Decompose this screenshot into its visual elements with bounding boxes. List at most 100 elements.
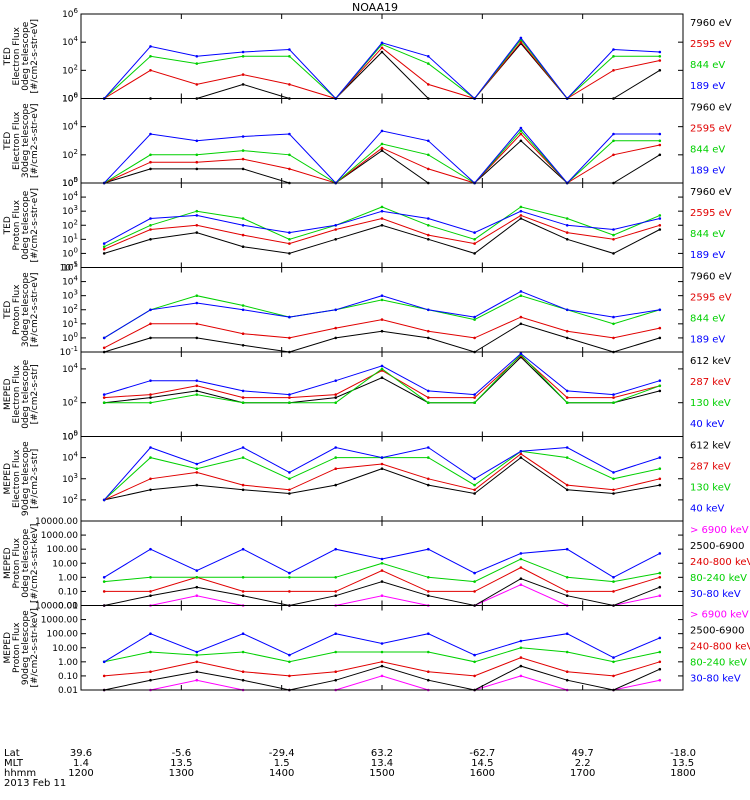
panel-7-series-5-point xyxy=(380,557,384,561)
panel-3-ylabel-3: 0deg telescope xyxy=(21,190,31,260)
panel-7-series-4-point xyxy=(473,580,476,583)
panel-4-series-4-point xyxy=(427,308,430,312)
panel-4-ytick-label: 103 xyxy=(62,289,78,302)
panel-3-ytick-label: 102 xyxy=(62,218,78,231)
panel-7-legend-3: 240-800 keV xyxy=(690,557,750,568)
x-mlt-label: 2.2 xyxy=(575,758,591,769)
panel-4-series-2-point xyxy=(519,315,523,319)
panel-8-series-5-point xyxy=(658,636,662,640)
panel-8-series-5-point xyxy=(519,639,523,643)
x-lat-label: 39.6 xyxy=(70,748,92,759)
panel-4-ylabel-3: 30deg telescope xyxy=(21,272,31,347)
panel-3-series-1-point xyxy=(565,238,569,241)
panel-8-series-2-point xyxy=(519,664,523,668)
panel-5-series-2-point xyxy=(149,393,152,396)
panel-8-series-3-point xyxy=(519,656,523,659)
panel-8-series-1-point xyxy=(658,678,662,682)
panel-3-series-4-point xyxy=(102,242,106,245)
panel-2-ylabel-2: Electron Flux xyxy=(12,111,22,170)
panel-7-series-4-point xyxy=(195,576,199,579)
panel-8-series-4-point xyxy=(473,660,476,664)
panel-1-series-4-point xyxy=(288,48,291,51)
panel-7-ytick-label: 100.00 xyxy=(47,545,79,555)
panel-3-series-1-point xyxy=(102,252,106,255)
panel-5-series-4-point xyxy=(658,379,662,383)
panel-8-series-3-point xyxy=(565,670,569,673)
panel-1-series-3-point xyxy=(149,55,152,58)
panel-8: 0.01 0.10 1.00 10.00 100.00 1000.00 10000.00 ME… xyxy=(3,602,750,697)
panel-7-series-4-point xyxy=(288,576,291,579)
panel-7-series-3-point xyxy=(334,590,338,593)
x-hhmm-label: 1300 xyxy=(169,768,194,779)
panel-3-ytick-label: 100 xyxy=(62,246,78,259)
panel-6-series-2-point xyxy=(565,483,569,487)
panel-5-ylabel-2: Electron Flux xyxy=(12,364,22,423)
x-hhmm-label: 1400 xyxy=(269,768,294,779)
panel-7-series-5-point xyxy=(288,571,291,575)
panel-8-series-3-point xyxy=(149,670,152,673)
panel-8-legend-4: 80-240 keV xyxy=(690,658,747,669)
panel-2-ylabel-1: TED xyxy=(3,132,13,151)
panel-4-series-4-point xyxy=(473,315,476,319)
panel-2-series-3-point xyxy=(149,153,152,157)
panel-8-ylabel-2: Proton Flux xyxy=(12,622,22,673)
panel-3-series-1-point xyxy=(195,231,199,234)
panel-6-series-1-point xyxy=(612,492,615,495)
panel-5-legend-4: 40 keV xyxy=(690,419,724,430)
panel-1-series-2-point xyxy=(658,59,662,62)
panel-6-series-4-point xyxy=(334,446,338,449)
panel-2-series-4-point xyxy=(241,135,245,138)
panel-2-frame xyxy=(80,98,684,184)
x-mlt-label: 1.4 xyxy=(73,758,89,769)
x-mlt-label: 14.5 xyxy=(471,758,493,769)
panel-5-series-3-point xyxy=(241,401,245,405)
panel-7-ytick-label: 1000.00 xyxy=(41,531,78,541)
panel-2-series-3-point xyxy=(658,139,662,143)
panel-7-series-4-point xyxy=(241,576,245,579)
panel-3-series-1-point xyxy=(519,217,523,220)
panel-3-series-3 xyxy=(103,206,660,248)
panel-5-series-1-point xyxy=(149,396,152,399)
panel-3-series-2-point xyxy=(195,224,199,227)
panel-6-series-3-point xyxy=(288,477,291,481)
panel-2-series-1-point xyxy=(658,153,662,157)
panel-3-ytick-label: 103 xyxy=(62,204,78,217)
panel-3-series-2-point xyxy=(658,224,662,227)
panel-6-series-2-point xyxy=(380,462,384,466)
panel-7-series-2-point xyxy=(427,594,430,597)
panel-8-series-5-point xyxy=(334,632,338,635)
panel-4-series-2-point xyxy=(380,318,384,321)
panel-2-series-4-point xyxy=(149,132,152,136)
panel-4-series-2-point xyxy=(427,329,430,333)
panel-5-series-4-point xyxy=(149,379,152,383)
panel-2-series-2-point xyxy=(658,143,662,147)
panel-7-legend-2: 2500-6900 xyxy=(690,541,745,552)
panel-3-series-1 xyxy=(104,217,661,254)
panel-2-series-2-point xyxy=(427,167,430,171)
panel-5-series-1-point xyxy=(334,396,338,399)
panel-8-series-4-point xyxy=(334,650,338,654)
panel-7-ytick-label: 0.01 xyxy=(58,602,78,612)
panel-1-frame xyxy=(80,13,684,99)
panel-3-series-3-point xyxy=(149,224,152,227)
panel-8-series-1-point xyxy=(519,674,523,678)
panel-1-ytick-label: 102 xyxy=(62,63,78,76)
panel-6-series-3-point xyxy=(427,456,430,459)
panel-2-series-2-point xyxy=(288,167,291,171)
panel-7-series-2-point xyxy=(241,594,245,597)
panel-5-series-3-point xyxy=(288,401,291,405)
panel-4-frame xyxy=(80,267,684,353)
panel-2-series-1-point xyxy=(519,139,523,143)
panel-1-legend-3: 844 eV xyxy=(690,60,725,71)
panel-3-series-4 xyxy=(103,210,660,245)
panel-5-series-4 xyxy=(104,352,660,396)
panel-8-frame xyxy=(80,605,684,691)
panel-4-series-3-point xyxy=(241,304,245,307)
panel-4-series-2-point xyxy=(612,336,615,340)
panel-1-series-1-point xyxy=(658,69,662,72)
panel-2-series-1-point xyxy=(380,149,384,152)
panel-3-ytick-label: 104 xyxy=(62,190,78,203)
panel-1-series-4-point xyxy=(380,41,384,45)
panel-3-legend-4: 189 eV xyxy=(690,250,725,261)
